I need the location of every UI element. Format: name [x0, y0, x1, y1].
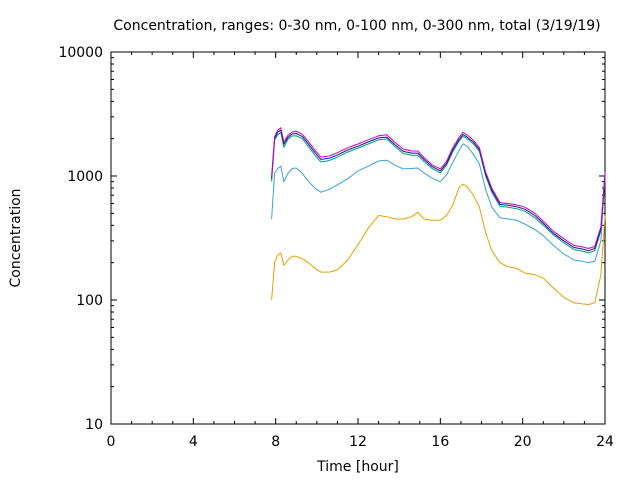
y-axis-label: Concentration	[8, 188, 24, 287]
series-line-1	[271, 183, 606, 305]
x-axis-label: Time [hour]	[316, 459, 399, 475]
x-tick-label: 12	[349, 434, 367, 450]
y-tick-label: 100	[76, 293, 103, 309]
x-tick-label: 8	[271, 434, 280, 450]
y-tick-label: 10	[85, 417, 103, 433]
series-line-2	[271, 143, 606, 264]
chart-title: Concentration, ranges: 0-30 nm, 0-100 nm…	[113, 18, 600, 34]
series-line-4	[271, 129, 606, 252]
plot-frame	[110, 51, 606, 425]
y-tick-label: 1000	[67, 169, 103, 185]
series-line-3	[271, 131, 606, 254]
series-line-5	[271, 127, 606, 249]
x-tick-label: 4	[189, 434, 198, 450]
x-tick-label: 20	[514, 434, 532, 450]
y-tick-label: 10000	[58, 45, 103, 61]
x-tick-label: 0	[107, 434, 116, 450]
x-tick-label: 24	[596, 434, 614, 450]
plot-area: 0 4 8 12 16 20 24 10 100 1000 10000	[58, 45, 614, 450]
x-tick-label: 16	[431, 434, 449, 450]
